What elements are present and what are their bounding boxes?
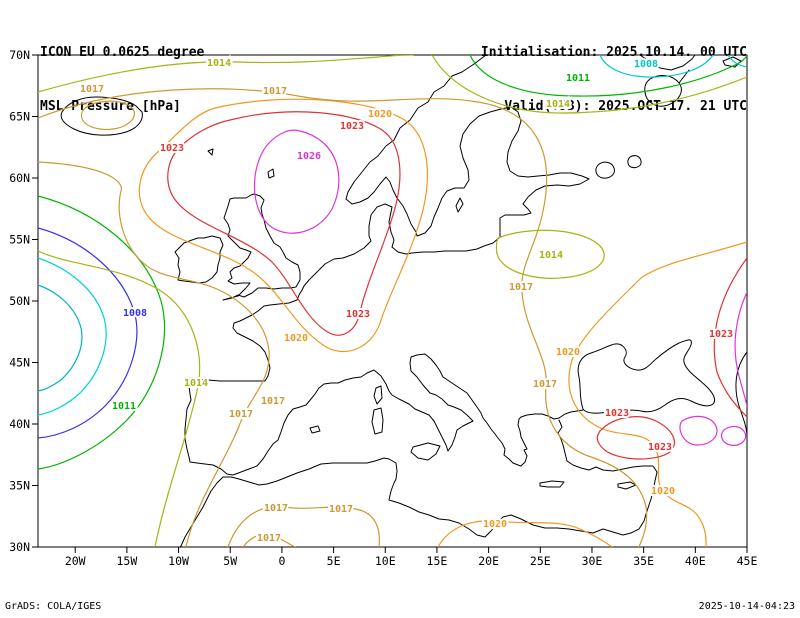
coastline-scandinavia-europe	[184, 55, 590, 476]
contour-label: 1014	[539, 250, 563, 261]
map-frame	[37, 54, 748, 548]
lat-tick-label: 35N	[9, 479, 30, 493]
contour-line-1017-africa-2	[242, 533, 296, 547]
contour-label: 1014	[546, 99, 570, 110]
lat-tick-label: 40N	[9, 417, 30, 431]
lon-tick-label: 15E	[427, 554, 448, 568]
contour-line-1014-atlantic	[38, 250, 201, 547]
contour-line-1014-top	[38, 55, 414, 93]
contour-line-1011-northeast	[469, 55, 747, 97]
contour-label: 1020	[368, 109, 392, 120]
init-time: Initialisation: 2025.10.14. 00 UTC	[480, 45, 747, 60]
lon-tick-label: 15W	[116, 554, 137, 568]
coastline-lakes	[595, 155, 642, 179]
contour-line-1023-east-edge	[713, 257, 747, 418]
coastline-black-sea	[577, 339, 716, 414]
contour-label: 1017	[533, 379, 557, 390]
contour-label: 1023	[340, 121, 364, 132]
lon-tick-label: 45E	[737, 554, 758, 568]
lon-tick-label: 10E	[375, 554, 396, 568]
contour-line-1017-iceland	[80, 100, 135, 131]
contour-line-1020-east	[568, 241, 747, 547]
contour-line-1020-high	[138, 98, 428, 353]
lon-tick-label: 35E	[633, 554, 654, 568]
contour-line-1002	[38, 284, 83, 392]
lon-tick-label: 20W	[65, 554, 86, 568]
contour-line-1008-corner	[727, 55, 747, 68]
coastline-islands	[207, 148, 637, 490]
contour-line-1008	[38, 227, 138, 439]
lat-tick-label: 65N	[9, 110, 30, 124]
coastline-iceland	[60, 96, 143, 136]
contour-label: 1017	[263, 86, 287, 97]
pressure-contours	[38, 55, 747, 547]
lon-tick-label: 5E	[327, 554, 341, 568]
coastline-turkey-africa	[179, 419, 658, 547]
contour-label: 1017	[329, 504, 353, 515]
lat-tick-label: 55N	[9, 233, 30, 247]
coastline-russia-north	[639, 55, 742, 107]
model-title: ICON EU 0.0625 degree	[40, 45, 205, 60]
coastline-ireland	[174, 235, 224, 284]
axis-labels: 70N 65N 60N 55N 50N 45N 40N 35N 30N 20W 15W 10W 5W 0 5…	[9, 48, 757, 568]
contour-line-1017-west	[38, 161, 270, 547]
coastline-caspian	[735, 351, 747, 437]
contour-line-1014-baltic	[495, 229, 605, 279]
lat-tick-label: 30N	[9, 540, 30, 554]
lat-tick-label: 70N	[9, 48, 30, 62]
contour-line-1008-barents	[599, 55, 714, 78]
lat-tick-label: 45N	[9, 356, 30, 370]
contour-label: 1023	[160, 143, 184, 154]
contour-label: 1020	[556, 347, 580, 358]
lon-tick-label: 25E	[530, 554, 551, 568]
lon-tick-label: 5W	[223, 554, 237, 568]
contour-line-1017-africa-1	[227, 506, 381, 547]
contour-label: 1020	[651, 486, 675, 497]
contour-label: 1014	[184, 378, 208, 389]
contour-label: 1023	[605, 408, 629, 419]
contour-line-1026-anatolia	[679, 415, 718, 446]
contour-value-labels: 1014 1017 1017 1020 1023 1026 1023 1014 1011 1008…	[78, 56, 735, 546]
contour-label: 1011	[112, 401, 136, 412]
grads-credit: GrADS: COLA/IGES	[5, 601, 102, 612]
contour-label: 1008	[634, 59, 658, 70]
contour-label: 1008	[123, 308, 147, 319]
contour-label: 1017	[257, 533, 281, 544]
lat-tick-label: 50N	[9, 294, 30, 308]
contour-label: 1014	[207, 58, 231, 69]
contour-label: 1026	[297, 151, 321, 162]
lon-tick-label: 10W	[168, 554, 189, 568]
contour-label: 1017	[229, 409, 253, 420]
coastline-britain	[222, 193, 301, 301]
contour-label: 1020	[483, 519, 507, 530]
contour-label: 1017	[80, 84, 104, 95]
contour-label: 1020	[284, 333, 308, 344]
lat-tick-label: 60N	[9, 171, 30, 185]
lon-tick-label: 40E	[685, 554, 706, 568]
contour-line-1017-long	[38, 88, 648, 547]
creation-timestamp: 2025-10-14-04:23	[698, 601, 795, 612]
contour-line-1023-anatolia	[596, 416, 675, 460]
contour-label: 1017	[509, 282, 533, 293]
contour-label: 1023	[709, 329, 733, 340]
contour-label: 1023	[648, 442, 672, 453]
contour-label: 1023	[346, 309, 370, 320]
contour-line-1011-atlantic	[38, 195, 165, 470]
lon-tick-label: 20E	[478, 554, 499, 568]
coastlines	[60, 55, 747, 547]
contour-label: 1017	[261, 396, 285, 407]
lon-tick-label: 0	[278, 554, 285, 568]
contour-line-1023-high	[167, 111, 401, 336]
contour-line-1026-caucasus	[720, 425, 747, 446]
contour-label: 1017	[264, 503, 288, 514]
contour-line-1005	[38, 257, 107, 416]
contour-line-1026-high	[254, 129, 340, 234]
contour-label: 1011	[566, 73, 590, 84]
lon-tick-label: 30E	[582, 554, 603, 568]
contour-line-1026-east-edge	[734, 291, 747, 407]
contour-line-1014-northeast	[431, 55, 747, 114]
contour-line-1020-africa	[437, 520, 613, 547]
